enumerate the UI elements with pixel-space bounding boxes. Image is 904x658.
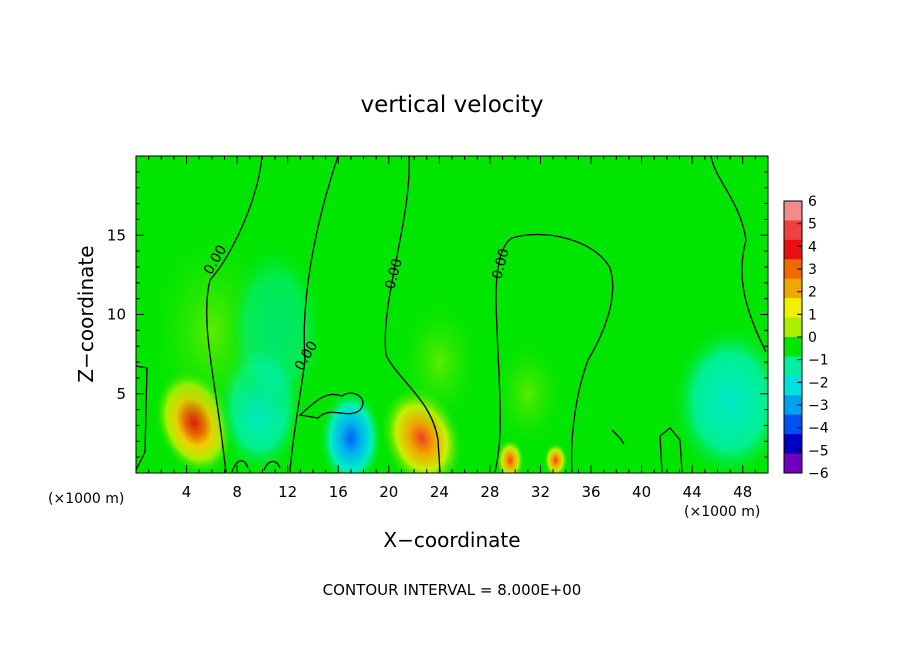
contour-label: 0.00	[382, 257, 406, 291]
contour-line	[384, 156, 441, 473]
heatmap-cell	[394, 292, 485, 433]
heatmap-cell	[487, 333, 568, 454]
colorbar-swatch	[784, 434, 802, 455]
heatmap-field	[136, 156, 768, 473]
colorbar-swatch	[784, 298, 802, 319]
y-axis: 5 10 15	[107, 171, 768, 458]
colorbar-label: 3	[808, 262, 817, 278]
heatmap-cell	[670, 321, 768, 473]
colorbar-swatch	[784, 201, 802, 221]
colorbar-swatch	[784, 356, 802, 377]
colorbar-swatch	[784, 220, 802, 241]
x-units-left: (×1000 m)	[48, 491, 124, 507]
contour-line	[659, 427, 683, 473]
colorbar-label: −4	[808, 421, 829, 437]
colorbar-label: 5	[808, 217, 817, 233]
contour-line	[231, 460, 249, 473]
heatmap-cell	[543, 442, 568, 473]
colorbar-label: 6	[808, 194, 817, 210]
x-tick-label: 24	[430, 483, 449, 501]
contour-line	[710, 156, 767, 353]
x-tick-label: 4	[182, 483, 192, 501]
contour-label: 0.00	[489, 247, 513, 281]
colorbar-swatch	[784, 414, 802, 435]
chart-title: vertical velocity	[361, 92, 544, 118]
colorbar-label: 4	[808, 239, 817, 255]
x-tick-label: 16	[329, 483, 348, 501]
contour-interval-note: CONTOUR INTERVAL = 8.000E+00	[323, 581, 582, 599]
contour-line	[263, 460, 281, 471]
colorbar: 6 5 4 3 2 1 0 −1 −2 −3 −4 −5 −6	[783, 194, 829, 482]
heatmap-cell	[225, 240, 326, 421]
y-tick-label: 5	[116, 385, 126, 403]
colorbar-label: 0	[808, 330, 817, 346]
x-tick-label: 36	[581, 483, 600, 501]
x-tick-label: 44	[683, 483, 702, 501]
x-axis: 4 8 12 16 20 24 28 32 36 40 44 48	[148, 156, 756, 501]
colorbar-label: 1	[808, 307, 817, 323]
y-axis-label: Z−coordinate	[74, 245, 98, 382]
y-tick-label: 15	[107, 226, 126, 244]
x-tick-label: 12	[278, 483, 297, 501]
colorbar-swatch	[784, 317, 802, 338]
x-tick-label: 8	[232, 483, 242, 501]
colorbar-swatch	[784, 239, 802, 260]
heatmap-cell	[318, 388, 383, 473]
colorbar-swatch	[784, 453, 802, 474]
x-tick-label: 48	[733, 483, 752, 501]
colorbar-swatch	[784, 259, 802, 280]
colorbar-swatch	[784, 375, 802, 396]
colorbar-swatch	[784, 395, 802, 416]
x-tick-label: 32	[531, 483, 550, 501]
colorbar-label: −2	[808, 375, 829, 391]
contour-line	[136, 365, 148, 471]
zero-contour-lines	[136, 156, 767, 473]
colorbar-swatch	[784, 337, 802, 357]
x-units-right: (×1000 m)	[684, 504, 760, 520]
colorbar-swatch	[784, 278, 802, 299]
x-axis-label: X−coordinate	[383, 528, 520, 552]
contour-line	[298, 392, 364, 419]
colorbar-label: −1	[808, 353, 829, 369]
contour-line	[289, 156, 339, 473]
colorbar-label: 2	[808, 285, 817, 301]
colorbar-label: −5	[808, 443, 829, 459]
contour-line	[494, 233, 614, 473]
y-tick-label: 10	[107, 306, 126, 324]
contour-labels: 0.000.000.00 0.00	[201, 243, 513, 374]
colorbar-label: −6	[808, 466, 829, 482]
x-tick-label: 40	[632, 483, 651, 501]
x-tick-label: 28	[480, 483, 499, 501]
contour-line	[206, 156, 263, 473]
contour-line	[611, 429, 625, 445]
colorbar-label: −3	[808, 398, 829, 414]
x-tick-label: 20	[379, 483, 398, 501]
